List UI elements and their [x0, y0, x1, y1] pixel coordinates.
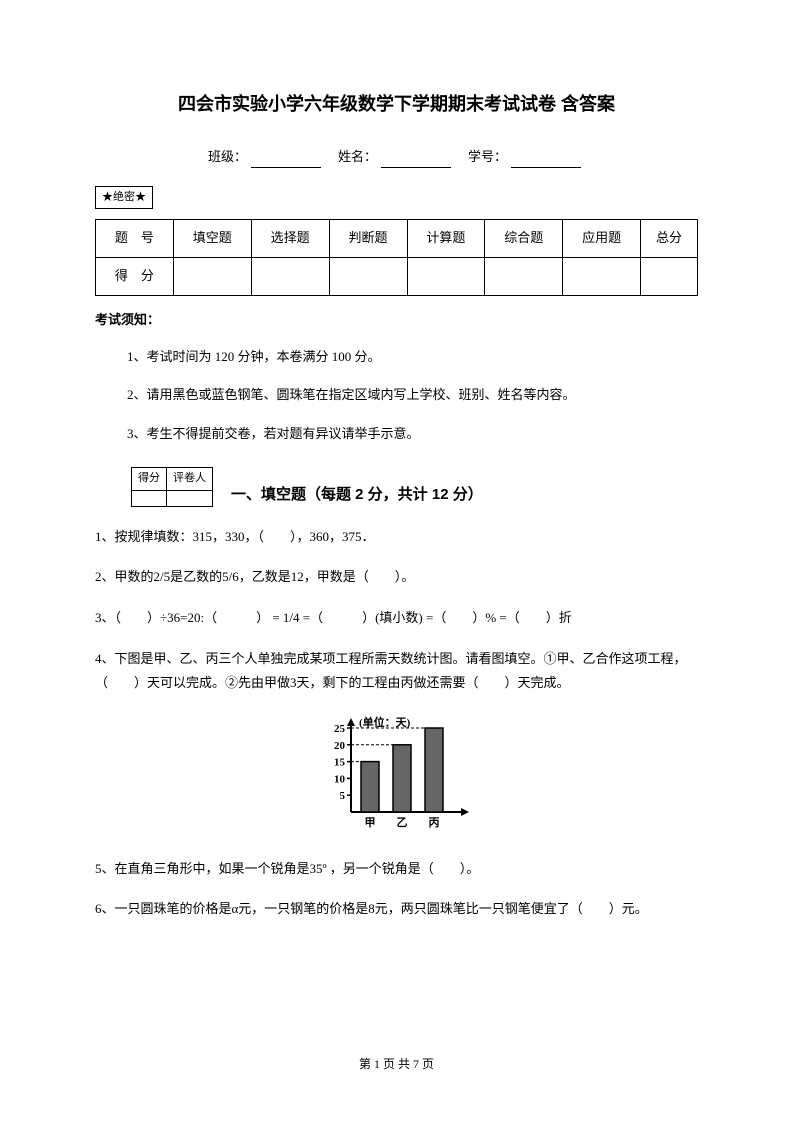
bar-chart-wrap: (单位：天) 25 20 15 10 5 甲 乙 丙 — [95, 712, 698, 839]
question-6: 6、一只圆珠笔的价格是α元，一只钢笔的价格是8元，两只圆珠笔比一只钢笔便宜了（ … — [95, 897, 698, 922]
student-info-line: 班级： 姓名： 学号： — [95, 147, 698, 168]
score-label-cell: 得 分 — [96, 257, 174, 295]
mini-reviewer-label: 评卷人 — [167, 467, 213, 490]
score-mini-table: 得分 评卷人 — [131, 467, 213, 507]
notice-item: 1、考试时间为 120 分钟，本卷满分 100 分。 — [127, 347, 698, 368]
table-row: 得 分 — [96, 257, 698, 295]
score-cell[interactable] — [251, 257, 329, 295]
question-3: 3、（ ）÷36=20:（ ） = 1/4 =（ ）(填小数) =（ ）% =（… — [95, 606, 698, 631]
score-table: 题 号 填空题 选择题 判断题 计算题 综合题 应用题 总分 得 分 — [95, 219, 698, 296]
svg-text:(单位：天): (单位：天) — [359, 715, 411, 729]
page-title: 四会市实验小学六年级数学下学期期末考试试卷 含答案 — [95, 90, 698, 119]
seal-box: ★绝密★ — [95, 186, 153, 210]
name-label: 姓名： — [338, 149, 377, 164]
score-cell[interactable] — [641, 257, 698, 295]
svg-text:20: 20 — [334, 740, 346, 752]
class-label: 班级： — [208, 149, 247, 164]
notice-item: 2、请用黑色或蓝色钢笔、圆珠笔在指定区域内写上学校、班别、姓名等内容。 — [127, 385, 698, 406]
notice-item: 3、考生不得提前交卷，若对题有异议请举手示意。 — [127, 424, 698, 445]
col-header: 题 号 — [96, 220, 174, 258]
col-header: 总分 — [641, 220, 698, 258]
bar-chart: (单位：天) 25 20 15 10 5 甲 乙 丙 — [317, 712, 477, 832]
svg-text:10: 10 — [334, 773, 346, 785]
score-cell[interactable] — [407, 257, 485, 295]
section-title: 一、填空题（每题 2 分，共计 12 分） — [231, 483, 483, 507]
svg-text:25: 25 — [334, 723, 346, 735]
question-4: 4、下图是甲、乙、丙三个人单独完成某项工程所需天数统计图。请看图填空。①甲、乙合… — [95, 647, 698, 696]
col-header: 判断题 — [329, 220, 407, 258]
class-blank[interactable] — [251, 154, 321, 168]
score-cell[interactable] — [173, 257, 251, 295]
mini-score-cell[interactable] — [132, 490, 167, 506]
table-row: 题 号 填空题 选择题 判断题 计算题 综合题 应用题 总分 — [96, 220, 698, 258]
svg-text:15: 15 — [334, 757, 346, 769]
id-label: 学号： — [468, 149, 507, 164]
score-cell[interactable] — [485, 257, 563, 295]
question-2: 2、甲数的2/5是乙数的5/6，乙数是12，甲数是（ ）。 — [95, 565, 698, 590]
notice-title: 考试须知： — [95, 310, 698, 331]
svg-text:5: 5 — [339, 790, 345, 802]
svg-text:丙: 丙 — [428, 816, 439, 829]
name-blank[interactable] — [381, 154, 451, 168]
col-header: 综合题 — [485, 220, 563, 258]
question-5: 5、在直角三角形中，如果一个锐角是35º ，另一个锐角是（ ）。 — [95, 857, 698, 882]
mini-reviewer-cell[interactable] — [167, 490, 213, 506]
section-header: 得分 评卷人 一、填空题（每题 2 分，共计 12 分） — [131, 467, 698, 507]
id-blank[interactable] — [511, 154, 581, 168]
svg-text:甲: 甲 — [364, 816, 375, 829]
question-1: 1、按规律填数：315，330，（ ），360，375． — [95, 525, 698, 550]
mini-score-label: 得分 — [132, 467, 167, 490]
col-header: 应用题 — [563, 220, 641, 258]
col-header: 填空题 — [173, 220, 251, 258]
score-cell[interactable] — [563, 257, 641, 295]
score-cell[interactable] — [329, 257, 407, 295]
col-header: 选择题 — [251, 220, 329, 258]
svg-text:乙: 乙 — [396, 816, 407, 829]
col-header: 计算题 — [407, 220, 485, 258]
page-footer: 第 1 页 共 7 页 — [0, 1055, 793, 1074]
